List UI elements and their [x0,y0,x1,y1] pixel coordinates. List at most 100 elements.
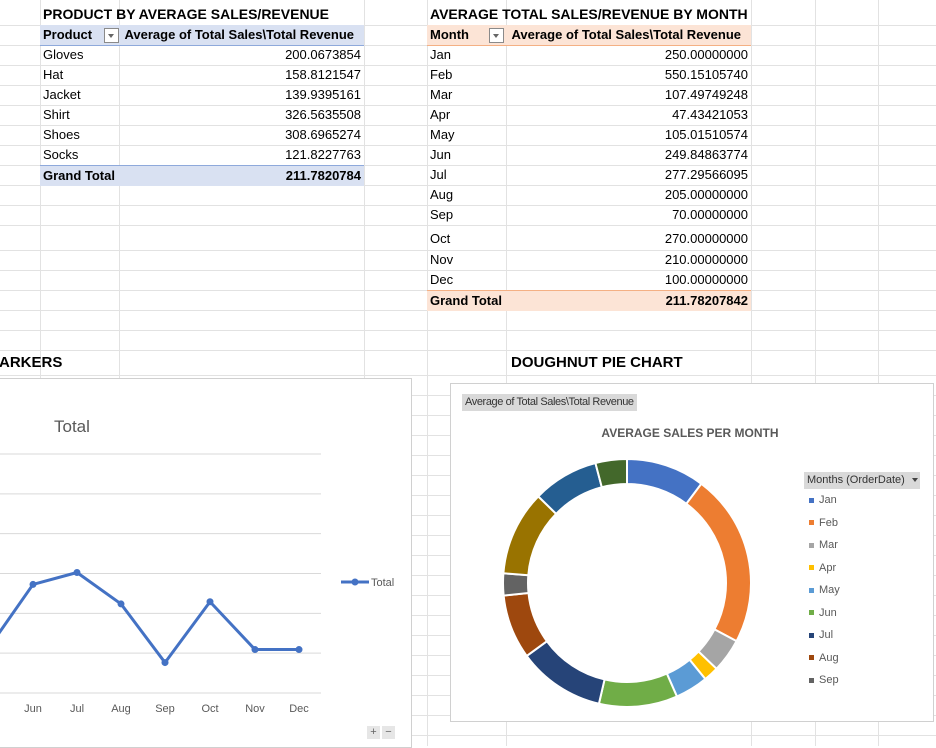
product-grand-total-row: Grand Total 211.7820784 [40,165,364,186]
product-filter-dropdown-icon[interactable] [104,28,119,43]
product-row-value: 158.8121547 [285,67,361,82]
month-row-label: Sep [430,207,454,222]
data-point-marker[interactable] [161,659,169,667]
month-table-row[interactable]: Aug 205.00000000 [427,185,751,205]
data-point-marker[interactable] [206,598,214,606]
column-gridline [119,0,120,746]
legend-swatch [809,610,814,616]
line-chart-svg: Total Jun Jul Aug Sep Oct Nov Dec Total [0,417,394,715]
doughnut-slice-nov[interactable] [536,461,604,516]
month-filter-dropdown-icon[interactable] [489,28,504,43]
legend-label: Jul [819,629,834,641]
line-chart-title: Total [54,417,90,436]
product-row-label: Gloves [43,47,84,62]
month-table-row[interactable]: May 105.01510574 [427,125,751,145]
doughnut-slice-dec[interactable] [594,457,628,489]
month-row-value: 210.00000000 [664,252,748,267]
legend-filter-label: Months (OrderDate) [807,474,905,486]
x-axis-tick-label: Nov [245,703,265,715]
row-gridline [0,350,936,351]
month-table-row[interactable]: Jun 249.84863774 [427,145,751,165]
doughnut-chart-container[interactable]: Average of Total Sales\Total Revenue AVE… [450,383,934,722]
legend-item[interactable]: Feb [809,515,838,531]
month-table-row[interactable]: Apr 47.43421053 [427,105,751,125]
row-gridline [0,735,936,736]
month-table-row[interactable]: Dec 100.00000000 [427,270,751,290]
month-table-row[interactable]: Feb 550.15105740 [427,65,751,85]
month-table-row[interactable]: Sep 70.00000000 [427,205,751,225]
month-row-label: Aug [430,187,454,202]
product-table-row[interactable]: Shirt 326.5635508 [40,105,364,125]
month-table-row[interactable]: Jul 277.29566095 [427,165,751,185]
legend-swatch [809,565,814,571]
line-chart-container[interactable]: Total Jun Jul Aug Sep Oct Nov Dec Total [0,378,412,748]
product-table-row[interactable]: Gloves 200.0673854 [40,45,364,65]
legend-item[interactable]: Apr [809,560,836,576]
product-table-title: PRODUCT BY AVERAGE SALES/REVENUE [43,6,330,22]
legend-filter-button[interactable]: Months (OrderDate) [804,472,920,489]
row-gridline [0,125,936,126]
product-row-label: Shirt [43,107,70,122]
legend-swatch [809,520,814,526]
row-gridline [0,250,936,251]
legend-swatch [809,632,814,638]
doughnut-slice-jul[interactable] [525,639,606,705]
data-point-marker[interactable] [295,646,303,654]
legend-item[interactable]: Jun [809,605,837,621]
legend-item[interactable]: Mar [809,537,838,553]
data-point-marker[interactable] [73,569,81,577]
x-axis-tick-label: Aug [111,703,131,715]
data-point-marker[interactable] [117,600,125,608]
month-table-row[interactable]: Nov 210.00000000 [427,250,751,270]
legend-item[interactable]: Sep [809,672,839,688]
product-table-row[interactable]: Hat 158.8121547 [40,65,364,85]
month-row-value: 270.00000000 [664,231,748,246]
data-point-marker[interactable] [251,646,259,654]
product-value-column-header: Average of Total Sales\Total Revenue [124,27,355,42]
legend-item[interactable]: Jan [809,492,837,508]
row-gridline [0,375,936,376]
month-table-row[interactable]: Jan 250.00000000 [427,45,751,65]
legend-item[interactable]: May [809,582,840,598]
month-row-label: Jul [430,167,447,182]
month-grand-total-label: Grand Total [430,293,502,308]
month-row-value: 205.00000000 [664,187,748,202]
doughnut-slice-sep[interactable] [502,572,530,597]
row-gridline [0,65,936,66]
product-table-row[interactable]: Socks 121.8227763 [40,145,364,165]
legend-item[interactable]: Jul [809,627,833,643]
doughnut-slice-jun[interactable] [597,672,679,708]
data-point-marker[interactable] [29,580,37,588]
legend-item[interactable]: Aug [809,650,839,666]
row-gridline [0,85,936,86]
doughnut-slice-aug[interactable] [502,591,549,658]
doughnut-slice-feb[interactable] [684,482,752,643]
month-table-header: Month Average of Total Sales\Total Reven… [427,25,751,46]
month-table-row[interactable]: Oct 270.00000000 [427,229,751,249]
collapse-field-button[interactable]: − [382,726,395,739]
column-gridline [40,0,41,746]
x-axis-tick-label: Oct [201,703,218,715]
product-grand-total-label: Grand Total [43,168,115,183]
value-field-button[interactable]: Average of Total Sales\Total Revenue [462,394,637,411]
month-row-label: Apr [430,107,451,122]
legend-swatch [809,677,814,683]
product-table-row[interactable]: Shoes 308.6965274 [40,125,364,145]
doughnut-slice-oct[interactable] [502,494,558,577]
product-row-value: 139.9395161 [285,87,361,102]
legend-label: Mar [819,539,838,551]
doughnut-section-title: DOUGHNUT PIE CHART [511,354,683,371]
month-row-value: 250.00000000 [664,47,748,62]
month-table-row[interactable]: Mar 107.49749248 [427,85,751,105]
month-row-value: 105.01510574 [664,127,748,142]
product-table-row[interactable]: Jacket 139.9395161 [40,85,364,105]
series-line-total [0,571,299,665]
product-row-label: Shoes [43,127,80,142]
expand-field-button[interactable]: + [367,726,380,739]
x-axis-tick-label: Sep [155,703,175,715]
row-gridline [0,205,936,206]
legend-label: Apr [819,561,837,574]
column-gridline [815,0,816,746]
month-row-label: Jan [430,47,451,62]
legend-label: Feb [819,516,838,529]
